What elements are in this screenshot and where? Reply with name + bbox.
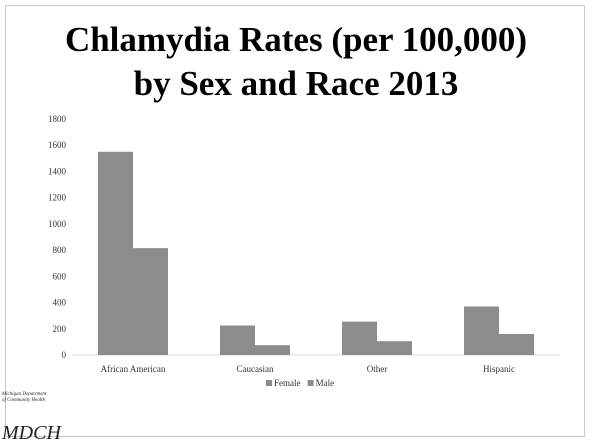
legend-swatch-male <box>307 380 314 386</box>
mdch-logo: Michigan Department of Community Health … <box>2 388 92 444</box>
legend-swatch-female <box>266 380 272 386</box>
y-tick-label: 1800 <box>48 114 67 124</box>
x-tick-label: Hispanic <box>483 364 515 374</box>
bar-male-3 <box>499 334 534 355</box>
legend-label-female: Female <box>274 378 301 388</box>
legend-label-male: Male <box>316 378 335 388</box>
x-tick-label: Caucasian <box>237 364 274 374</box>
bar-male-0 <box>133 248 168 355</box>
logo-mark: MDCH <box>2 422 61 444</box>
y-tick-label: 1400 <box>48 166 67 176</box>
bar-female-0 <box>98 151 133 355</box>
y-tick-label: 200 <box>53 324 67 334</box>
chart-title: Chlamydia Rates (per 100,000) by Sex and… <box>0 18 592 106</box>
bar-female-2 <box>342 321 377 355</box>
y-tick-label: 1200 <box>48 193 67 203</box>
logo-line-2: of Community Health <box>2 398 46 403</box>
bar-male-2 <box>377 341 412 355</box>
title-line-2: by Sex and Race 2013 <box>133 64 459 103</box>
x-tick-label: Other <box>367 364 388 374</box>
bar-female-1 <box>220 325 255 355</box>
slide-frame <box>5 5 585 437</box>
x-tick-label: African American <box>101 364 166 374</box>
y-tick-label: 0 <box>62 350 67 360</box>
y-tick-label: 400 <box>53 298 67 308</box>
y-tick-label: 600 <box>53 271 67 281</box>
y-tick-label: 1600 <box>48 140 67 150</box>
title-line-1: Chlamydia Rates (per 100,000) <box>64 20 528 59</box>
logo-line-1: Michigan Department <box>2 392 47 397</box>
y-tick-label: 800 <box>53 245 67 255</box>
bar-female-3 <box>464 306 499 355</box>
bar-male-1 <box>255 345 290 355</box>
y-tick-label: 1000 <box>48 219 67 229</box>
